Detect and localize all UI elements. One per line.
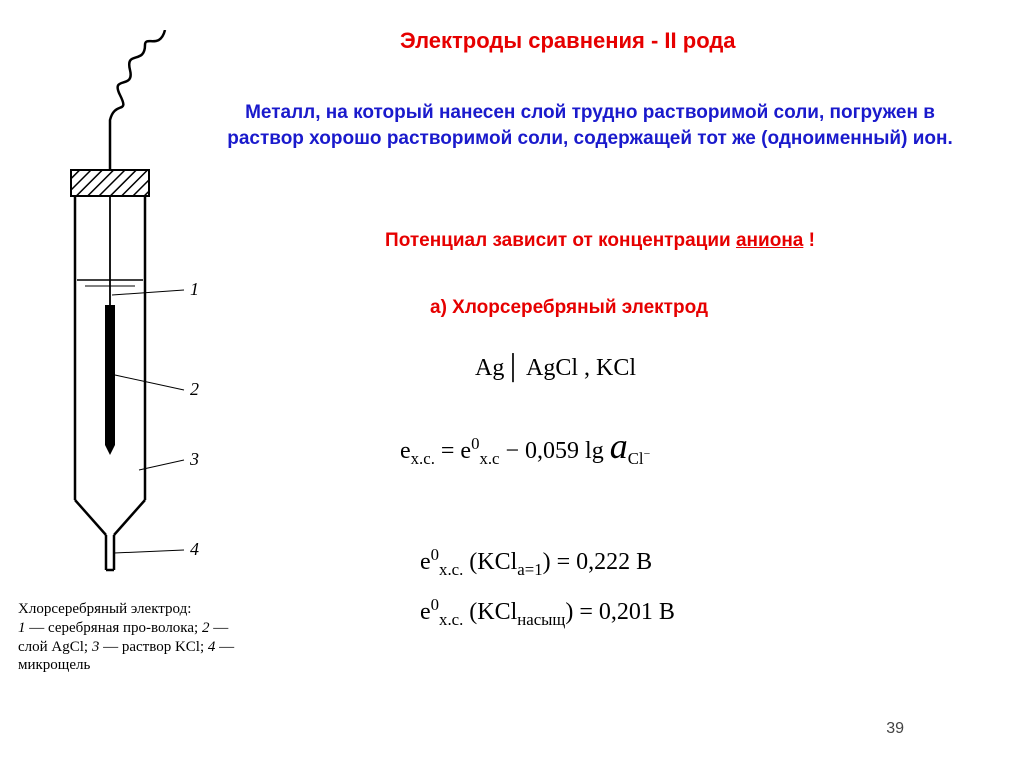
caption-title: Хлорсеребряный электрод: — [18, 600, 238, 619]
red-note-prefix: Потенциал зависит от концентрации — [385, 230, 736, 251]
svg-text:4: 4 — [190, 539, 199, 559]
description-text: Металл, на который нанесен слой трудно р… — [210, 100, 970, 151]
red-note-underlined: аниона — [736, 230, 803, 251]
svg-text:3: 3 — [189, 449, 199, 469]
caption-body: 1 — серебряная про-волока; 2 — слой AgCl… — [18, 619, 238, 675]
red-note-suffix: ! — [803, 230, 815, 251]
page-number: 39 — [886, 720, 904, 738]
diagram-caption: Хлорсеребряный электрод: 1 — серебряная … — [18, 600, 238, 675]
red-note: Потенциал зависит от концентрации аниона… — [260, 230, 940, 252]
main-title: Электроды сравнения - II рода — [400, 28, 736, 54]
formula-cell-notation: Ag│ AgCl , KCl — [475, 355, 636, 382]
formula-nernst: ex.c. = e0x.c − 0,059 lg aCl− — [400, 425, 650, 469]
formula-e0-sat: e0x.c. (KClнасыщ) = 0,201 B — [420, 595, 675, 630]
section-a-label: а) Хлорсеребряный электрод — [430, 297, 708, 319]
formula-e0-unit: e0x.c. (KCla=1) = 0,222 B — [420, 545, 652, 580]
electrode-diagram: 1 2 3 4 — [15, 30, 235, 600]
svg-text:2: 2 — [190, 379, 199, 399]
svg-text:1: 1 — [190, 279, 199, 299]
